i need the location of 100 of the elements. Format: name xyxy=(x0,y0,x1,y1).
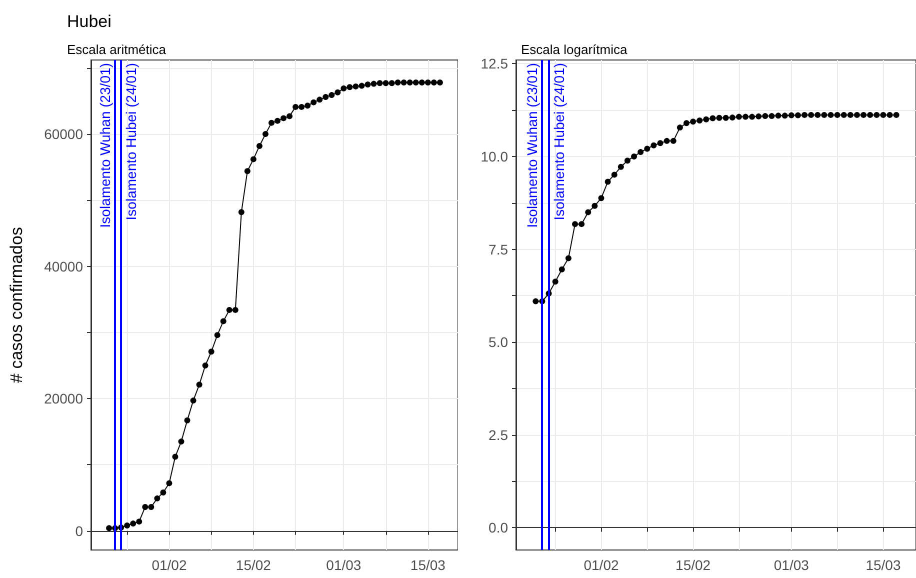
point xyxy=(226,306,232,313)
point xyxy=(184,417,190,424)
point xyxy=(585,209,592,216)
point xyxy=(328,92,335,98)
point xyxy=(322,94,329,100)
point xyxy=(412,79,419,86)
y-tick-label: 0 xyxy=(75,522,84,539)
point xyxy=(148,504,154,510)
ref-line-label: Isolamento Wuhan (23/01) xyxy=(97,63,114,228)
ref-line-label: Isolamento Wuhan (23/01) xyxy=(524,63,540,228)
x-tick-label: 01/03 xyxy=(774,557,810,573)
point xyxy=(178,438,184,445)
point xyxy=(202,362,208,369)
y-tick-label: 60000 xyxy=(44,126,84,142)
point xyxy=(106,525,112,532)
point xyxy=(286,113,293,120)
point xyxy=(334,89,341,96)
point xyxy=(716,114,722,121)
point xyxy=(424,79,431,86)
point xyxy=(280,115,287,122)
point xyxy=(552,278,558,285)
point xyxy=(722,114,729,121)
point xyxy=(788,112,794,118)
point xyxy=(802,112,808,118)
point xyxy=(136,518,142,525)
point xyxy=(352,83,359,90)
point xyxy=(400,79,407,86)
point xyxy=(388,80,395,86)
ref-line-label: Isolamento Hubei (24/01) xyxy=(123,63,140,220)
chart-subtitle: Escala aritmética xyxy=(67,42,167,57)
point xyxy=(854,112,860,118)
y-tick-label: 40000 xyxy=(44,258,84,274)
chart-title: Hubei xyxy=(67,12,112,31)
point xyxy=(657,140,664,146)
point xyxy=(262,131,268,138)
y-tick-label: 12.5 xyxy=(480,56,508,72)
point xyxy=(756,113,762,120)
point xyxy=(250,156,256,162)
point xyxy=(782,112,788,119)
x-tick-label: 15/03 xyxy=(410,557,446,573)
y-tick-label: 2.5 xyxy=(488,426,508,443)
point xyxy=(867,112,874,118)
point xyxy=(840,112,847,118)
point xyxy=(172,454,178,460)
point xyxy=(406,79,413,86)
point xyxy=(436,79,443,86)
y-axis-title: # casos confirmados xyxy=(7,227,26,383)
point xyxy=(828,112,834,118)
point xyxy=(268,120,274,126)
point xyxy=(124,522,130,529)
point xyxy=(664,138,670,144)
point xyxy=(644,146,650,152)
point xyxy=(382,80,389,86)
point xyxy=(292,104,299,110)
y-tick-label: 7.5 xyxy=(488,241,508,258)
ref-line-label: Isolamento Hubei (24/01) xyxy=(550,63,567,220)
point xyxy=(736,114,742,120)
point xyxy=(676,124,683,131)
point xyxy=(256,142,262,149)
point xyxy=(611,172,618,178)
point xyxy=(703,116,710,122)
point xyxy=(430,79,437,86)
point xyxy=(690,118,696,125)
point xyxy=(346,84,353,90)
point xyxy=(794,112,801,118)
point xyxy=(742,114,749,120)
point xyxy=(208,348,214,355)
point xyxy=(886,112,893,118)
point xyxy=(592,202,598,209)
point xyxy=(220,318,226,324)
point xyxy=(130,520,136,527)
y-tick-label: 5.0 xyxy=(488,334,508,350)
point xyxy=(814,112,821,118)
x-tick-label: 15/02 xyxy=(236,557,272,573)
point xyxy=(418,79,425,86)
point xyxy=(370,80,377,87)
y-tick-label: 0.0 xyxy=(488,520,508,536)
point xyxy=(190,398,196,404)
point xyxy=(316,96,323,103)
point xyxy=(310,99,317,106)
point xyxy=(874,112,880,118)
point xyxy=(196,382,202,388)
point xyxy=(238,209,244,216)
point xyxy=(364,81,371,88)
point xyxy=(298,104,305,110)
point xyxy=(142,504,148,510)
point xyxy=(847,112,854,118)
point xyxy=(214,332,220,338)
point xyxy=(710,115,716,122)
point xyxy=(670,138,676,144)
x-tick-label: 15/03 xyxy=(866,557,901,573)
point xyxy=(232,306,238,313)
point xyxy=(376,80,383,86)
point xyxy=(638,149,644,156)
point xyxy=(578,221,585,228)
point xyxy=(650,142,657,148)
point xyxy=(821,112,828,118)
point xyxy=(244,168,250,174)
point xyxy=(558,266,565,272)
x-tick-label: 01/02 xyxy=(584,557,619,573)
